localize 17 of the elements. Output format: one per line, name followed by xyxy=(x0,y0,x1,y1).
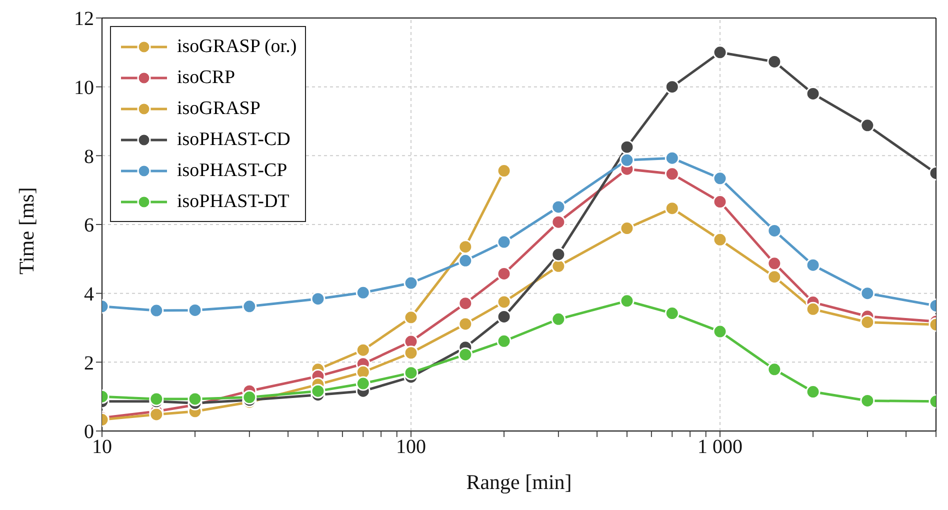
y-tick-label: 6 xyxy=(84,214,94,237)
y-tick-label: 2 xyxy=(84,352,94,374)
x-tick-label: 100 xyxy=(396,436,426,458)
legend-label: isoGRASP xyxy=(177,98,260,120)
y-tick-label: 0 xyxy=(84,421,94,444)
legend-label: isoGRASP (or.) xyxy=(177,36,297,58)
y-tick-label: 10 xyxy=(74,76,94,99)
legend-label: isoPHAST-DT xyxy=(177,190,290,212)
legend-label: isoPHAST-CP xyxy=(177,160,288,182)
x-tick-label: 1 000 xyxy=(698,436,743,458)
y-tick-label: 12 xyxy=(74,8,94,30)
x-axis-title: Range [min] xyxy=(466,470,572,494)
y-tick-label: 8 xyxy=(84,146,94,168)
legend-label: isoCRP xyxy=(177,66,236,88)
legend-label: isoPHAST-CD xyxy=(177,128,290,150)
y-axis-title: Time [ms] xyxy=(14,187,38,274)
y-tick-label: 4 xyxy=(84,283,94,306)
